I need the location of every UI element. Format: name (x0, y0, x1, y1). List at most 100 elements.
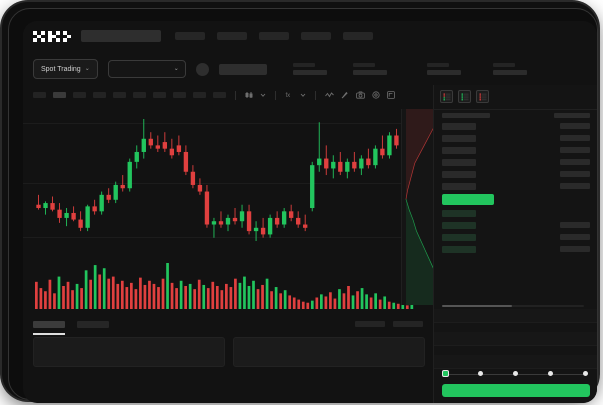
slider-stop-25[interactable] (478, 371, 483, 376)
settings-icon[interactable] (372, 91, 380, 99)
slider-stop-50[interactable] (513, 371, 518, 376)
orderbook-layout-bids-icon[interactable] (458, 90, 471, 103)
camera-icon[interactable] (356, 91, 365, 99)
timeframe-button-3[interactable] (73, 92, 86, 98)
timeframe-button-2[interactable] (53, 92, 66, 98)
indicator-icon[interactable]: fx (285, 91, 293, 99)
orderbook-ask-row[interactable] (434, 180, 597, 192)
orders-content (33, 337, 425, 367)
timeframe-button-5[interactable] (113, 92, 126, 98)
ticker-stat-3 (426, 63, 461, 75)
ask-amount (560, 135, 590, 141)
order-amount-field[interactable] (434, 332, 597, 346)
ticker-stat-label (492, 63, 515, 67)
ticker-stat-2 (352, 63, 387, 75)
chart-gridline (23, 237, 433, 238)
trading-mode-selector[interactable]: Spot Trading ⌄ (33, 59, 98, 79)
chevron-down-icon[interactable] (300, 92, 306, 98)
ask-amount (560, 171, 590, 177)
last-price-value (218, 63, 267, 75)
orderbook-layout-asks-icon[interactable] (476, 90, 489, 103)
timeframe-button-8[interactable] (173, 92, 186, 98)
orderbook-ask-row[interactable] (434, 144, 597, 156)
timeframe-button-6[interactable] (133, 92, 146, 98)
orderbook-ask-row[interactable] (434, 132, 597, 144)
fullscreen-icon[interactable] (387, 91, 395, 99)
bottom-panel-left[interactable] (33, 337, 225, 367)
ticker-stat-label (352, 63, 375, 67)
slider-stop-75[interactable] (548, 371, 553, 376)
bid-amount (560, 222, 590, 228)
order-total-field[interactable] (434, 355, 597, 369)
chart-gridline (23, 183, 433, 184)
pair-coin-avatar (195, 62, 209, 76)
toolbar-divider (275, 90, 276, 100)
ticker-stat-label (292, 63, 315, 67)
orders-tab-actions (355, 321, 423, 327)
bid-price (442, 233, 476, 241)
slider-stop-100[interactable] (583, 371, 588, 376)
orderbook-bid-row[interactable] (434, 207, 597, 219)
order-amount-slider[interactable] (442, 370, 590, 378)
ask-price (442, 122, 476, 130)
ticker-stat-1 (292, 63, 327, 75)
ask-price (442, 170, 476, 178)
chart-gridline (23, 123, 433, 124)
pencil-icon[interactable] (341, 91, 349, 99)
svg-text:fx: fx (286, 93, 291, 99)
chevron-down-icon[interactable] (260, 92, 266, 98)
chevron-down-icon: ⌄ (173, 66, 179, 72)
bottom-action-1[interactable] (355, 321, 385, 327)
orderbook-bid-row[interactable] (434, 231, 597, 243)
nav-item-4[interactable] (301, 32, 331, 40)
nav-item-5[interactable] (343, 32, 373, 40)
line-style-icon[interactable] (325, 91, 334, 99)
ticker-stat-4 (492, 63, 527, 75)
bottom-action-2[interactable] (393, 321, 423, 327)
timeframe-button-4[interactable] (93, 92, 106, 98)
ticker-stat-value (426, 70, 461, 75)
timeframe-button-10[interactable] (213, 92, 226, 98)
order-price-field[interactable] (434, 309, 597, 323)
orderbook-scrollbar[interactable] (442, 305, 584, 307)
orderbook-header-amount (554, 113, 590, 118)
timeframe-button-1[interactable] (33, 92, 46, 98)
bid-amount (560, 234, 590, 240)
orderbook-scrollbar-thumb[interactable] (442, 305, 512, 307)
orderbook-header-price (442, 113, 490, 118)
timeframe-button-9[interactable] (193, 92, 206, 98)
bottom-tab-2[interactable] (77, 320, 109, 328)
trading-mode-label: Spot Trading (41, 65, 81, 73)
price-chart[interactable] (23, 105, 433, 311)
orderbook-and-order-panel: Buy Sell (433, 85, 597, 403)
timeframe-button-7[interactable] (153, 92, 166, 98)
global-search-input[interactable] (81, 30, 161, 42)
toolbar-divider (235, 90, 236, 100)
order-form-fields (434, 309, 597, 369)
ask-price (442, 134, 476, 142)
nav-item-2[interactable] (217, 32, 247, 40)
candlestick-series (36, 119, 420, 241)
orderbook-bid-row[interactable] (434, 219, 597, 231)
orderbook-ask-row[interactable] (434, 168, 597, 180)
bottom-tab-1[interactable] (33, 320, 65, 335)
slider-handle[interactable] (442, 370, 449, 377)
bottom-panel-right[interactable] (233, 337, 425, 367)
ticker-bar: Spot Trading ⌄ ⌄ (23, 53, 597, 85)
nav-item-3[interactable] (259, 32, 289, 40)
trading-pair-select[interactable]: ⌄ (107, 60, 186, 78)
bid-amount (560, 210, 590, 216)
bid-price (442, 209, 476, 217)
ask-amount (560, 183, 590, 189)
orders-tab-bar (23, 313, 433, 335)
orderbook-bid-row[interactable] (434, 243, 597, 255)
orderbook-ask-row[interactable] (434, 120, 597, 132)
orderbook-layout-both-icon[interactable] (440, 90, 453, 103)
okx-logo[interactable] (33, 30, 71, 42)
nav-item-1[interactable] (175, 32, 205, 40)
chevron-down-icon: ⌄ (84, 66, 90, 72)
submit-buy-button[interactable] (442, 384, 590, 397)
candle-type-icon[interactable] (245, 91, 253, 99)
orderbook-ask-row[interactable] (434, 156, 597, 168)
